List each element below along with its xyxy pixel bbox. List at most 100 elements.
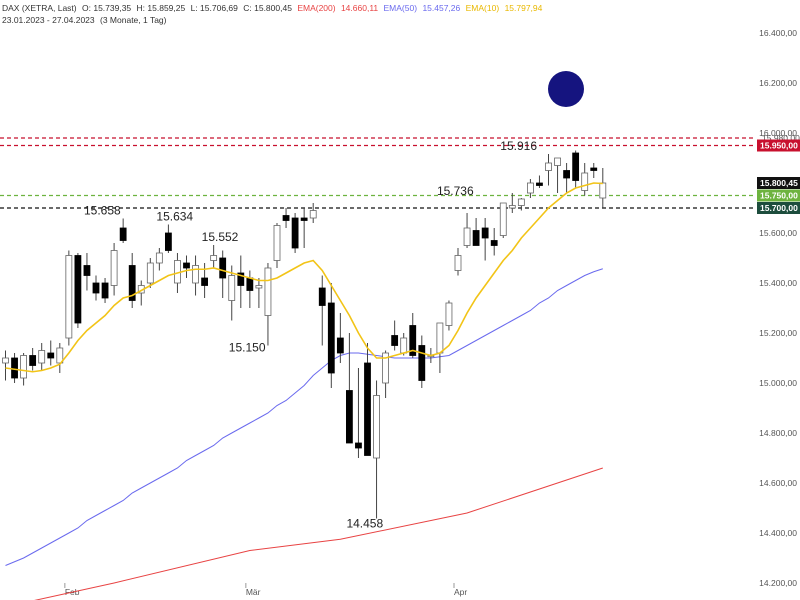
y-tick-label: 16.400,00 — [759, 28, 797, 38]
level-tag-15950: 15.950,00 — [757, 139, 800, 152]
candle-body — [291, 217, 299, 249]
candle-body — [382, 352, 390, 384]
level-tag-15750: 15.750,00 — [757, 189, 800, 202]
header-line-1: DAX (XETRA, Last) O: 15.739,35 H: 15.859… — [2, 2, 545, 14]
candle — [291, 213, 299, 253]
candle — [164, 224, 172, 253]
candle-body — [38, 350, 46, 364]
candle — [92, 275, 100, 301]
candle — [255, 278, 263, 308]
candle — [545, 154, 552, 186]
candle — [237, 255, 245, 308]
last-price-tag-text: 15.800,45 — [760, 178, 798, 188]
y-tick-label: 15.000,00 — [759, 378, 797, 388]
candle-body — [490, 240, 498, 246]
candle-body — [355, 442, 362, 449]
symbol-label: DAX (XETRA, Last) — [2, 3, 77, 13]
last-price-tag-bg — [757, 177, 800, 189]
candle — [29, 348, 37, 371]
candle-body — [508, 205, 516, 209]
candle-body — [545, 162, 552, 171]
candle — [336, 313, 344, 363]
candle-body — [345, 390, 353, 444]
candle-body — [246, 277, 254, 291]
ema200-label: EMA(200) — [297, 3, 336, 13]
candle-body — [527, 182, 534, 194]
level-tag-15950-bg — [757, 139, 800, 152]
header-line-2: 23.01.2023 - 27.04.2023 (3 Monate, 1 Tag… — [2, 14, 545, 26]
y-tick-label: 14.800,00 — [759, 428, 797, 438]
candle — [481, 218, 489, 261]
y-tick-label: 15.200,00 — [759, 328, 797, 338]
y-tick-label: 14.600,00 — [759, 478, 797, 488]
candle — [273, 223, 281, 268]
price-annotation: 15.736 — [437, 184, 474, 198]
candle-body — [282, 215, 290, 221]
candle-body — [572, 152, 580, 181]
candle — [364, 343, 371, 456]
candle-body — [2, 357, 9, 364]
candle — [318, 275, 326, 346]
level-tag-15950-text: 15.950,00 — [760, 141, 798, 151]
candle — [327, 283, 335, 388]
candle-body — [327, 302, 335, 374]
price-annotation: 15.150 — [229, 341, 266, 355]
candle-body — [47, 352, 55, 359]
candle — [137, 280, 145, 306]
date-range: 23.01.2023 - 27.04.2023 — [2, 15, 95, 25]
candle — [454, 248, 462, 276]
candle — [210, 245, 218, 268]
candle — [463, 213, 471, 248]
y-tick-label: 15.600,00 — [759, 228, 797, 238]
candle — [436, 322, 444, 373]
candle-body — [201, 277, 209, 286]
candle — [517, 198, 525, 211]
candle-body — [563, 170, 570, 179]
candle-body — [318, 287, 326, 306]
candle-body — [418, 345, 426, 381]
candle-body — [436, 322, 444, 354]
candle-body — [264, 267, 272, 316]
candle-body — [20, 355, 28, 379]
candle — [65, 250, 73, 346]
candle-body — [146, 262, 154, 284]
level-tag-15700-text: 15.700,00 — [760, 203, 798, 213]
candle — [508, 193, 516, 213]
candle-body — [581, 172, 589, 191]
candle — [74, 253, 82, 328]
candle-body — [128, 265, 136, 301]
ema50-line — [5, 268, 603, 566]
candle-body — [155, 252, 163, 264]
candle — [345, 333, 353, 444]
candle — [192, 255, 199, 296]
candle — [282, 208, 290, 228]
candle-body — [300, 217, 308, 221]
candle — [38, 343, 46, 371]
candle-body — [92, 282, 100, 294]
price-annotation: 14.458 — [346, 517, 383, 531]
candle — [146, 258, 154, 288]
y-tick-label: 16.000,00 — [759, 128, 797, 138]
candle — [183, 255, 190, 278]
level-tag-15750-text: 15.750,00 — [760, 191, 798, 201]
candle — [20, 353, 28, 386]
candle — [56, 343, 64, 373]
candle — [391, 320, 399, 351]
candle-body — [364, 362, 371, 456]
candle — [418, 335, 426, 388]
period-label: (3 Monate, 1 Tag) — [100, 15, 167, 25]
candle — [554, 157, 561, 193]
candle — [155, 248, 163, 271]
candle-body — [228, 275, 236, 301]
open-value: O: 15.739,35 — [82, 3, 132, 13]
candle — [445, 300, 453, 331]
candle-body — [255, 285, 263, 289]
candle-body — [29, 355, 37, 366]
candle-body — [65, 255, 73, 339]
candle-body — [373, 395, 380, 459]
candle — [11, 353, 18, 383]
ema10-value: 15.797,94 — [504, 3, 543, 13]
candle — [119, 218, 127, 243]
candle-body — [110, 250, 118, 286]
